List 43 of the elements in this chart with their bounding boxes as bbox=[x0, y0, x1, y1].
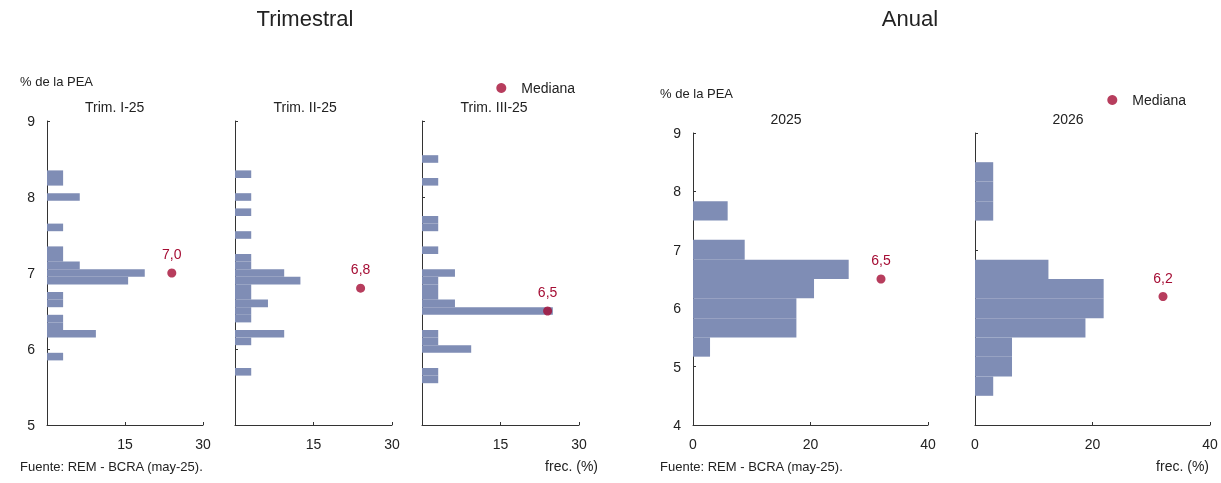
x-tick-label: 15 bbox=[492, 436, 509, 452]
y-axis-title: % de la PEA bbox=[20, 74, 94, 89]
y-tick-label: 4 bbox=[673, 417, 682, 433]
x-tick-label: 30 bbox=[195, 436, 211, 452]
y-tick-label: 5 bbox=[673, 358, 682, 375]
x-tick-label: 0 bbox=[971, 436, 980, 452]
x-tick-label: 40 bbox=[1202, 436, 1218, 452]
x-tick-label: 20 bbox=[1084, 436, 1101, 452]
x-tick-label: 15 bbox=[305, 436, 322, 452]
x-tick-label: 30 bbox=[571, 436, 587, 452]
y-tick-label: 7 bbox=[673, 241, 682, 258]
y-tick-label: 5 bbox=[27, 417, 36, 433]
y-tick-label: 7 bbox=[27, 265, 36, 281]
x-tick-label: 40 bbox=[920, 436, 936, 452]
chart-title: Trim. III-25 bbox=[460, 99, 528, 115]
source-note: Fuente: REM - BCRA (may-25). bbox=[20, 459, 203, 474]
x-tick-label: 0 bbox=[689, 436, 698, 452]
chart-title: Trim. II-25 bbox=[273, 99, 337, 115]
x-tick-label: 30 bbox=[384, 436, 400, 452]
x-axis-title: frec. (%) bbox=[545, 458, 598, 474]
text: Trimestral bbox=[255, 6, 355, 32]
chart-title: Trim. I-25 bbox=[85, 99, 145, 115]
x-tick-label: 20 bbox=[802, 436, 819, 452]
legend-label: Mediana bbox=[521, 80, 576, 96]
y-tick-label: 8 bbox=[673, 183, 682, 200]
y-tick-label: 6 bbox=[673, 300, 682, 317]
y-tick-label: 9 bbox=[673, 125, 682, 141]
x-tick-label: 15 bbox=[117, 436, 133, 452]
legend-label: Mediana bbox=[1132, 92, 1187, 108]
annotation: 6,5 bbox=[871, 252, 891, 268]
annotation: 6,2 bbox=[1153, 269, 1173, 286]
y-tick-label: 8 bbox=[27, 189, 36, 205]
annotation: 6,5 bbox=[537, 284, 558, 300]
chart-title: 2026 bbox=[1052, 111, 1084, 127]
y-tick-label: 6 bbox=[27, 341, 36, 357]
annotation: 7,0 bbox=[162, 246, 182, 262]
chart-title: 2025 bbox=[770, 111, 802, 127]
y-axis-title: % de la PEA bbox=[660, 86, 734, 101]
annotation: 6,8 bbox=[350, 261, 371, 278]
y-tick-label: 9 bbox=[27, 113, 36, 129]
x-axis-title: frec. (%) bbox=[1156, 458, 1209, 474]
text: Anual bbox=[880, 6, 940, 32]
source-note: Fuente: REM - BCRA (may-25). bbox=[660, 459, 843, 474]
